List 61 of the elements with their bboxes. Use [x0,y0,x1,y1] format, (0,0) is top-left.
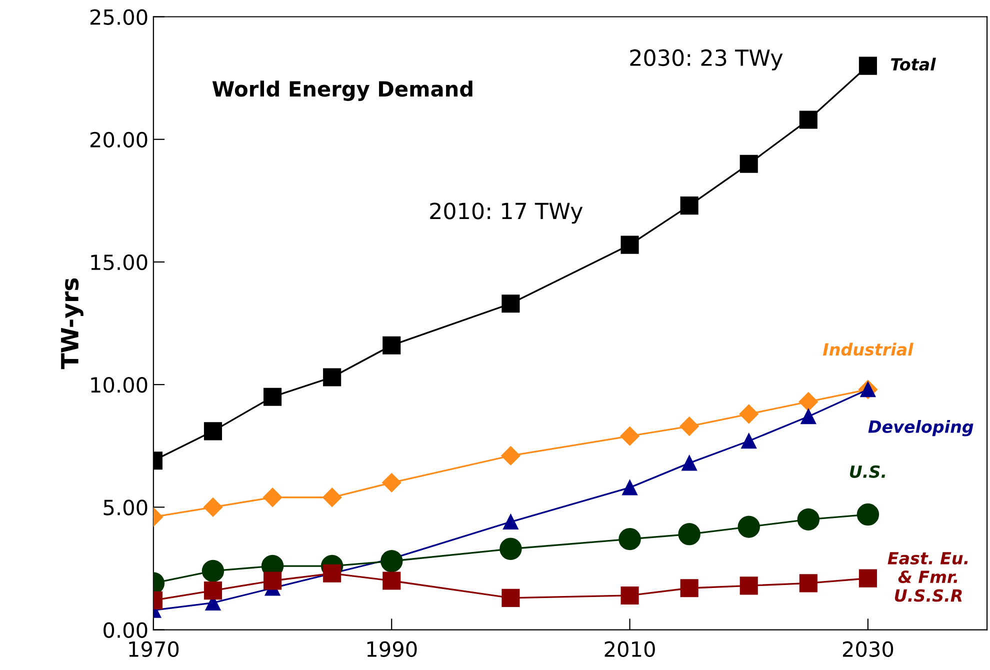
series-label: U.S. [850,465,886,478]
point [738,516,760,538]
point [680,579,698,598]
x-tick-label: 2010 [604,641,655,658]
point [501,446,520,466]
y-tick-label: 15.00 [91,254,148,270]
point [680,416,699,436]
point [502,588,520,607]
point [620,426,640,446]
point [500,538,522,560]
point [263,488,282,507]
point [382,473,402,492]
point [622,480,638,496]
series-label: East. Eu. & Fmr. U.S.S.R [888,552,968,602]
y-tick-label: 0.00 [104,622,148,638]
point [740,576,758,595]
x-tick-label: 1990 [367,641,417,658]
point [799,110,818,129]
x-tick-label: 2030 [842,641,894,658]
point [680,196,698,215]
point [323,368,342,386]
series-label: Total [890,58,936,71]
point [264,388,282,406]
annotation: 2030: 23 TWy [630,49,783,70]
point [797,508,820,531]
point [618,528,641,550]
point [203,498,223,517]
text: World Energy Demand [212,80,472,101]
point [858,56,877,75]
point [204,582,222,600]
annotation: 2010: 17 TWy [430,202,583,224]
point [799,574,818,592]
point [798,392,818,412]
y-tick-label: 20.00 [90,132,148,148]
point [503,514,518,530]
point [323,564,342,582]
point [202,560,224,582]
point [382,336,401,354]
point [678,523,700,546]
point [204,422,222,440]
point [322,488,342,507]
point [739,404,758,424]
y-axis-title: TW-yrs [61,278,84,370]
point [800,408,816,424]
x-tick-label: 1970 [129,641,179,658]
point [502,294,520,313]
point [380,550,403,572]
point [264,572,282,590]
point [740,154,758,173]
y-tick-label: 10.00 [91,377,148,393]
series-label: Industrial [822,342,914,356]
y-tick-label: 25.00 [90,9,148,25]
point [858,569,877,588]
series-label: Developing [868,420,974,436]
point [620,586,639,604]
point [620,236,639,254]
point [382,572,401,590]
point [682,455,697,471]
point [856,503,880,526]
point [741,433,757,449]
y-tick-label: 5.00 [104,500,148,516]
